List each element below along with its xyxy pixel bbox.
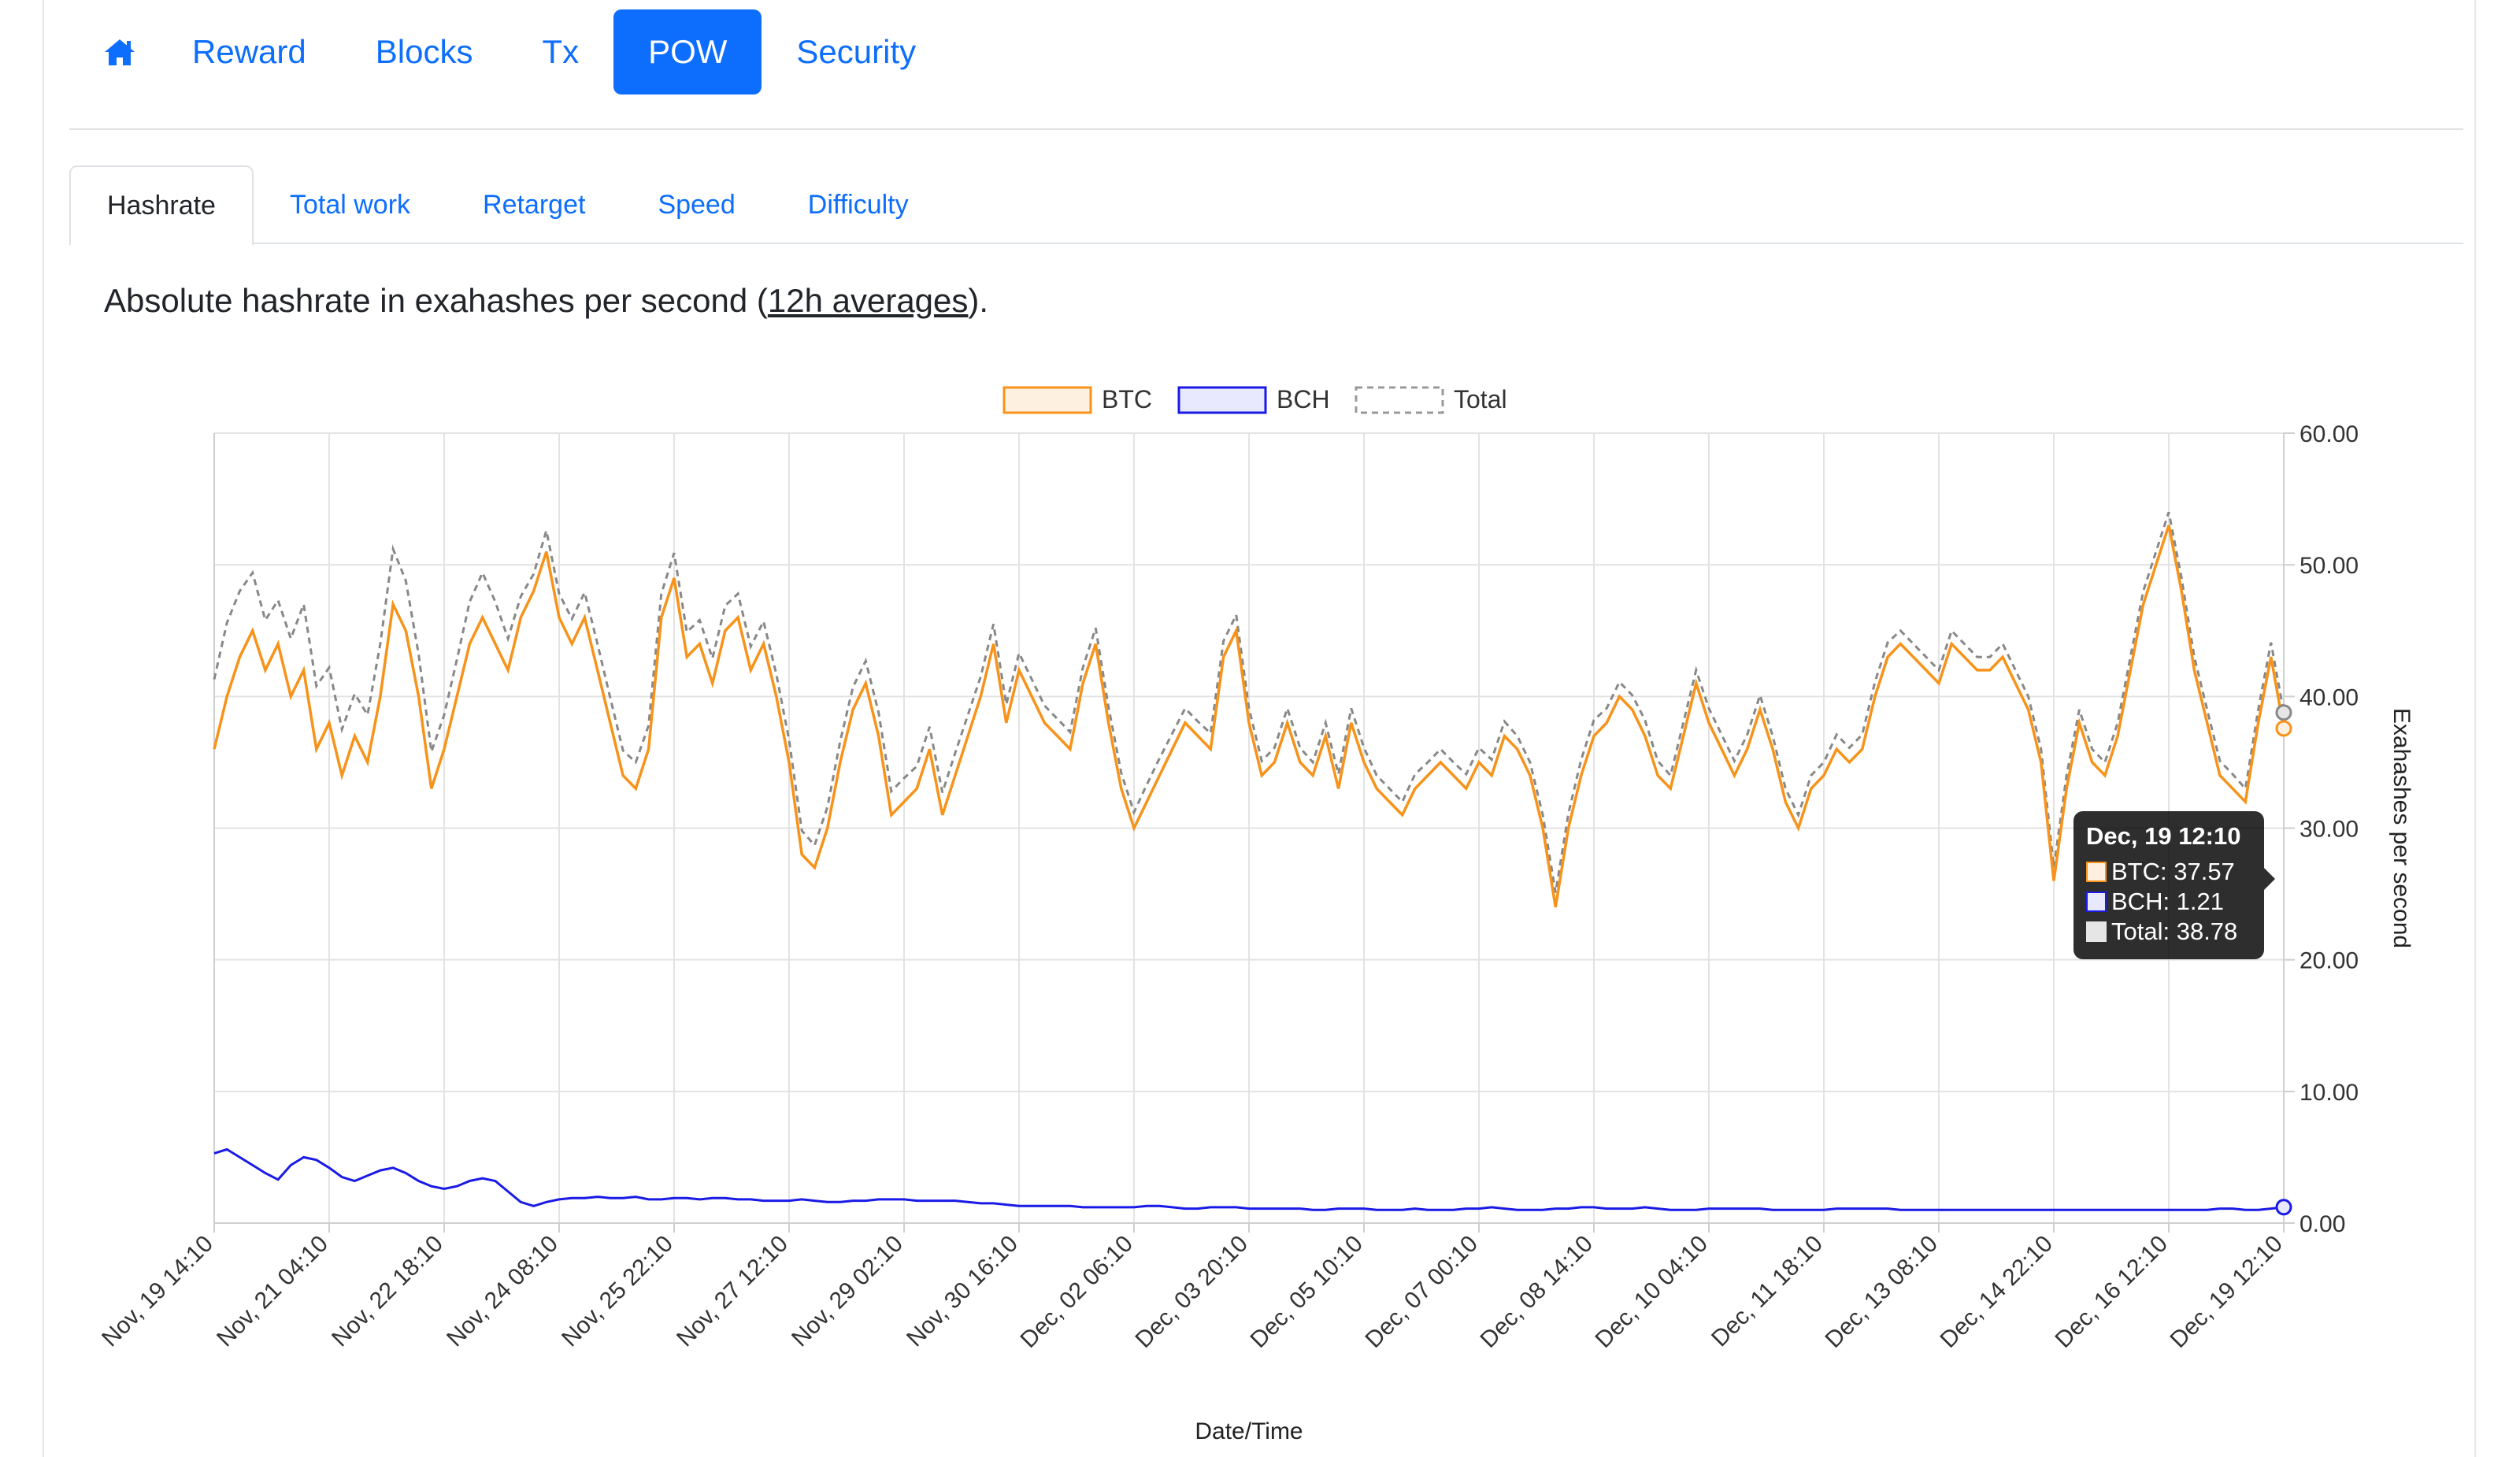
y-tick-label: 20.00 [2300, 948, 2359, 974]
tab-speed[interactable]: Speed [658, 189, 736, 220]
y-tick-label: 50.00 [2300, 553, 2359, 579]
nav-pow[interactable]: POW [613, 9, 762, 95]
chart-description: Absolute hashrate in exahashes per secon… [104, 282, 988, 320]
y-tick-label: 0.00 [2300, 1211, 2345, 1237]
x-tick-label: Dec, 13 08:10 [1821, 1231, 1943, 1353]
x-tick-label: Dec, 16 12:10 [2051, 1231, 2173, 1353]
x-tick-label: Dec, 19 12:10 [2166, 1231, 2288, 1353]
tooltip-swatch-btc [2086, 862, 2107, 882]
y-tick-label: 40.00 [2300, 684, 2359, 710]
x-tick-label: Dec, 03 20:10 [1131, 1231, 1253, 1353]
legend-btc-label: BTC [1102, 385, 1152, 413]
x-tick-label: Nov, 19 14:10 [97, 1231, 218, 1352]
description-suffix: ). [968, 282, 989, 319]
x-tick-label: Dec, 02 06:10 [1016, 1231, 1138, 1353]
averages-link[interactable]: 12h averages [767, 282, 969, 319]
nav-divider [69, 128, 2463, 130]
series-btc-line [213, 525, 2285, 908]
home-icon [105, 39, 135, 65]
page-container [43, 0, 2476, 1457]
x-tick-label: Nov, 21 04:10 [212, 1231, 333, 1352]
bch-hover-point [2275, 1199, 2292, 1216]
legend-btc-swatch [1002, 386, 1092, 414]
tooltip-bch-value: BCH: 1.21 [2111, 888, 2225, 915]
tooltip-row-total: Total: 38.78 [2086, 917, 2251, 947]
y-tick-label: 10.00 [2300, 1080, 2359, 1106]
btc-hover-point [2275, 720, 2292, 737]
description-prefix: Absolute hashrate in exahashes per secon… [104, 282, 768, 319]
nav-security[interactable]: Security [796, 33, 917, 70]
tooltip-row-btc: BTC: 37.57 [2086, 857, 2251, 887]
y-tick-label: 60.00 [2300, 421, 2359, 447]
tooltip-btc-value: BTC: 37.57 [2111, 858, 2235, 885]
total-hover-point [2275, 704, 2292, 721]
legend-total-swatch [1354, 386, 1444, 414]
x-tick-label: Dec, 05 10:10 [1246, 1231, 1368, 1353]
legend-total-label: Total [1454, 385, 1507, 413]
tab-retarget[interactable]: Retarget [483, 189, 586, 220]
tooltip-total-value: Total: 38.78 [2111, 918, 2238, 945]
x-tick-label: Dec, 11 18:10 [1707, 1231, 1828, 1352]
nav-reward[interactable]: Reward [192, 33, 306, 70]
x-tick-label: Nov, 27 12:10 [672, 1231, 793, 1352]
x-tick-label: Nov, 29 02:10 [787, 1231, 908, 1352]
tooltip-swatch-total [2086, 921, 2107, 942]
x-tick-label: Nov, 25 22:10 [557, 1231, 678, 1352]
main-nav: Reward Blocks Tx POW Security [85, 9, 951, 95]
x-tick-label: Dec, 14 22:10 [1936, 1231, 2058, 1353]
x-tick-label: Dec, 10 04:10 [1591, 1231, 1713, 1353]
y-axis-title: Exahashes per second [2388, 708, 2414, 948]
tab-hashrate[interactable]: Hashrate [69, 165, 254, 246]
chart-tooltip: Dec, 19 12:10 BTC: 37.57 BCH: 1.21 Total… [2073, 811, 2264, 959]
tab-total-work[interactable]: Total work [289, 189, 411, 220]
x-tick-label: Nov, 24 08:10 [442, 1231, 563, 1352]
series-total-line [213, 511, 2285, 893]
y-tick-label: 30.00 [2300, 817, 2359, 843]
tooltip-row-bch: BCH: 1.21 [2086, 887, 2251, 917]
tab-difficulty[interactable]: Difficulty [807, 189, 909, 220]
x-axis-title: Date/Time [1195, 1418, 1303, 1444]
tooltip-swatch-bch [2086, 892, 2107, 912]
x-tick-label: Nov, 30 16:10 [902, 1231, 1023, 1352]
x-tick-label: Dec, 07 00:10 [1361, 1231, 1483, 1353]
nav-home[interactable] [85, 9, 158, 95]
chart-tabs: Hashrate Total work Retarget Speed Diffi… [69, 165, 2463, 246]
legend-bch-swatch [1177, 386, 1267, 414]
series-bch-line [213, 1147, 2285, 1211]
x-tick-label: Dec, 08 14:10 [1476, 1231, 1598, 1353]
nav-blocks[interactable]: Blocks [375, 33, 473, 70]
x-tick-label: Nov, 22 18:10 [327, 1231, 448, 1352]
nav-tx[interactable]: Tx [542, 33, 580, 70]
tooltip-title: Dec, 19 12:10 [2086, 822, 2241, 850]
tooltip-arrow [2264, 868, 2275, 890]
legend-bch-label: BCH [1277, 385, 1330, 413]
